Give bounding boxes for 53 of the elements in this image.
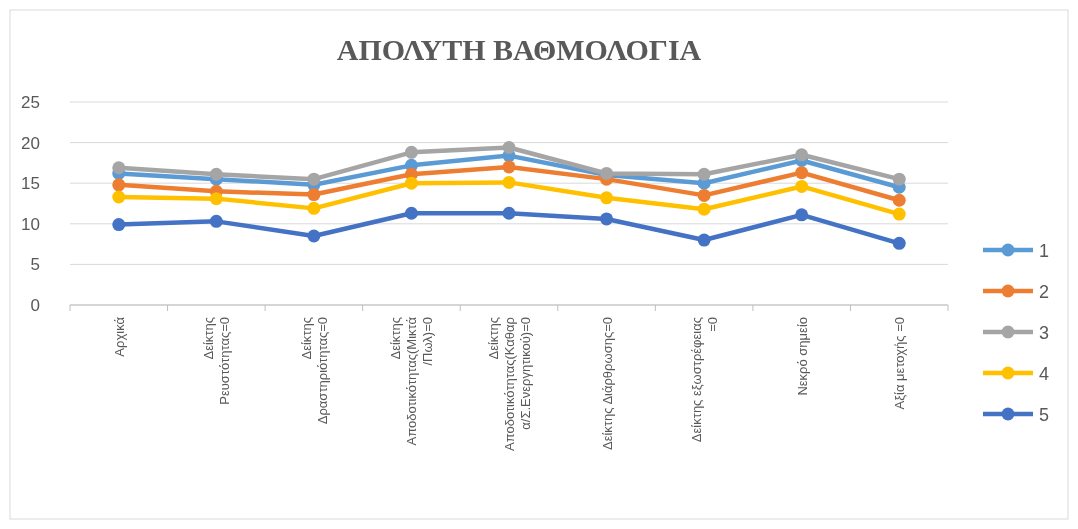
x-tick-label: Δείκτης Αποδοτικότητας(Καθαρα/Σ.Ενεργητικού)=0	[486, 317, 533, 451]
point	[697, 188, 711, 202]
point	[502, 140, 516, 154]
point	[112, 178, 126, 192]
point	[600, 212, 614, 226]
x-tick-label: Δείκτης Διάρθρωσης=0	[599, 317, 615, 450]
point	[502, 160, 516, 174]
y-tick-label: 20	[21, 133, 40, 153]
point	[795, 148, 809, 162]
legend-label: 2	[1039, 282, 1050, 302]
y-tick-label: 25	[21, 93, 40, 112]
x-tick-label: Νεκρό σημείο	[794, 317, 810, 396]
point	[404, 176, 418, 190]
point	[892, 236, 906, 250]
y-tick-label: 15	[21, 174, 40, 194]
point	[209, 192, 223, 206]
y-tick-label: 10	[21, 214, 40, 234]
point	[209, 167, 223, 181]
point	[600, 191, 614, 205]
x-tick-label: Δείκτης Αποδοτικότητας(Μικτά/Πωλ)=0	[388, 316, 436, 446]
point	[502, 206, 516, 220]
point	[209, 214, 223, 228]
legend-label: 4	[1039, 364, 1050, 384]
point	[795, 208, 809, 222]
x-tick-label: Αρχικά	[111, 316, 127, 357]
point	[697, 167, 711, 181]
y-tick-label: 0	[30, 296, 40, 315]
point	[307, 188, 321, 202]
x-tick-label: Δείκτης εξωστρέφειας =0	[689, 317, 721, 443]
point	[307, 172, 321, 186]
chart-title: ΑΠΟΛΥΤΗ ΒΑΘΜΟΛΟΓΙΑ	[336, 33, 702, 66]
point	[112, 161, 126, 175]
point	[404, 145, 418, 159]
point	[502, 175, 516, 189]
x-tick-label: Δείκτης Δραστηριότητας=0	[298, 317, 330, 425]
point	[795, 179, 809, 193]
point	[404, 206, 418, 220]
legend-label: 3	[1039, 323, 1050, 343]
x-tick-label: Δείκτης Ρευστότητας=0	[201, 317, 233, 405]
point	[307, 229, 321, 243]
y-tick-label: 5	[30, 255, 40, 275]
point	[795, 166, 809, 180]
point	[892, 193, 906, 207]
point	[892, 207, 906, 221]
legend-label: 5	[1039, 405, 1050, 425]
point	[697, 202, 711, 216]
x-tick-label: Αξία μετοχής =0	[892, 317, 908, 410]
point	[307, 201, 321, 215]
legend-label: 1	[1039, 241, 1050, 261]
point	[112, 190, 126, 204]
point	[892, 172, 906, 186]
point	[112, 218, 126, 232]
point	[697, 233, 711, 247]
